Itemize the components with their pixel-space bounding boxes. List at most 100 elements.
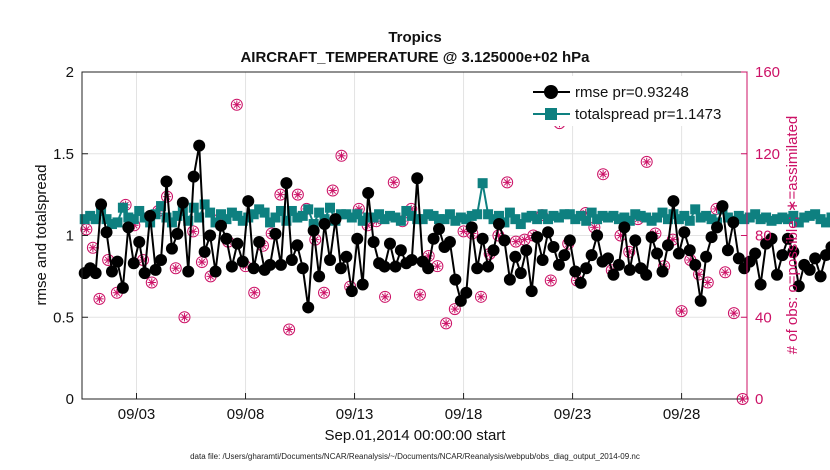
obs-possible-marker <box>187 225 200 238</box>
obs-count-point <box>195 256 208 269</box>
rmse-point <box>427 232 440 245</box>
rmse-point <box>770 268 783 281</box>
obs-count-point <box>318 286 331 299</box>
totalspread-point <box>761 212 772 223</box>
rmse-point <box>721 244 734 257</box>
chart-subtitle: AIRCRAFT_TEMPERATURE @ 3.125000e+02 hPa <box>240 49 590 66</box>
totalspread-point <box>657 207 668 218</box>
x-tick-label: 09/18 <box>445 406 483 423</box>
rmse-point <box>558 249 571 262</box>
obs-possible-marker <box>727 307 740 320</box>
obs-count-point <box>93 292 106 305</box>
obs-count-point <box>675 305 688 318</box>
legend-rmse-marker <box>544 85 558 99</box>
rmse-point <box>345 285 358 298</box>
totalspread-point <box>450 215 461 226</box>
rmse-point <box>443 236 456 249</box>
totalspread-point <box>79 214 90 225</box>
obs-count-point <box>335 149 348 162</box>
totalspread-point <box>455 212 466 223</box>
totalspread-point <box>128 214 139 225</box>
totalspread-point <box>259 207 270 218</box>
obs-count-point <box>475 290 487 303</box>
y-axis-label: rmse and totalspread <box>33 165 50 306</box>
obs-assimilated-marker <box>89 244 97 252</box>
totalspread-point <box>335 209 346 220</box>
totalspread-point <box>188 202 199 213</box>
rmse-point <box>269 227 282 240</box>
totalspread-point <box>821 217 830 228</box>
legend-spread-label: totalspread pr=1.1473 <box>575 106 721 123</box>
rmse-point <box>324 254 337 267</box>
rmse-point <box>236 255 249 268</box>
totalspread-point <box>232 210 243 221</box>
obs-assimilated-marker <box>233 101 241 109</box>
obs-possible-marker <box>640 155 653 168</box>
totalspread-point <box>314 207 325 218</box>
totalspread-point <box>619 212 630 223</box>
rmse-point <box>492 218 505 231</box>
totalspread-point <box>308 219 319 230</box>
totalspread-point <box>472 209 483 220</box>
totalspread-point <box>90 214 101 225</box>
chart-title: Tropics <box>388 29 441 46</box>
rmse-point <box>411 172 424 185</box>
totalspread-point <box>205 207 216 218</box>
obs-assimilated-marker <box>434 262 441 270</box>
obs-possible-marker <box>448 303 461 316</box>
totalspread-point <box>156 201 167 212</box>
totalspread-point <box>106 219 117 230</box>
totalspread-point <box>226 207 237 218</box>
totalspread-point <box>85 210 96 221</box>
totalspread-point <box>782 214 793 225</box>
obs-count-point <box>640 155 653 168</box>
rmse-point <box>514 267 527 280</box>
obs-possible-marker <box>501 176 514 189</box>
axes: 09/03 09/08 09/13 09/18 09/23 09/28 0 0.5 1 1.5 2 0… <box>53 64 780 423</box>
obs-possible-marker <box>93 292 106 305</box>
obs-possible-marker <box>326 184 339 197</box>
obs-assimilated-marker <box>285 326 293 333</box>
rmse-point <box>133 236 146 249</box>
rmse-point <box>705 231 718 244</box>
obs-assimilated-marker <box>643 158 651 166</box>
x-tick-label: 09/28 <box>663 406 701 423</box>
obs-counts <box>80 98 749 405</box>
rmse-point <box>253 236 266 249</box>
obs-assimilated-marker <box>460 228 467 235</box>
obs-assimilated-marker <box>390 179 398 186</box>
totalspread-point <box>690 204 701 215</box>
y-tick-label-right: 80 <box>755 228 772 245</box>
rmse-point <box>122 221 135 234</box>
obs-assimilated-marker <box>721 268 729 276</box>
totalspread-point <box>434 214 445 225</box>
totalspread-point <box>237 215 248 226</box>
totalspread-point <box>493 210 504 221</box>
obs-count-point <box>326 184 339 197</box>
rmse-point <box>623 263 636 276</box>
rmse-point <box>394 244 407 257</box>
obs-count-point <box>501 176 514 189</box>
totalspread-point <box>286 205 297 216</box>
totalspread-point <box>793 217 804 228</box>
totalspread-point <box>521 212 532 223</box>
rmse-point <box>574 276 587 289</box>
obs-possible-marker <box>387 176 400 189</box>
y-tick-label-right: 0 <box>755 391 763 408</box>
rmse-point <box>792 280 805 293</box>
obs-assimilated-marker <box>277 191 284 198</box>
rmse-point <box>509 250 522 263</box>
rmse-point <box>351 232 364 245</box>
obs-assimilated-marker <box>704 279 712 286</box>
obs-count-point <box>719 266 732 279</box>
obs-assimilated-marker <box>96 295 103 303</box>
totalspread-point <box>575 210 586 221</box>
obs-count-point <box>727 307 740 320</box>
rmse-point <box>138 267 151 280</box>
totalspread-point <box>466 210 477 221</box>
rmse-point <box>187 170 200 183</box>
totalspread-point <box>537 209 548 220</box>
obs-assimilated-marker <box>730 309 738 317</box>
totalspread-point <box>744 212 755 223</box>
totalspread-point <box>439 214 450 225</box>
